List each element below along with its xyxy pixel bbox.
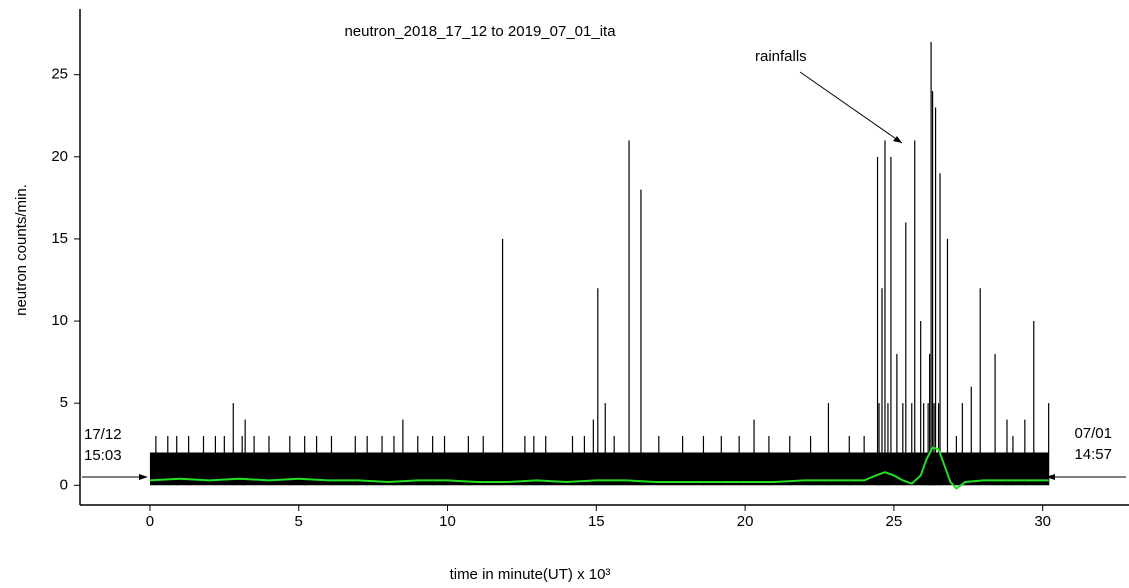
y-tick-label: 5	[60, 394, 68, 411]
y-tick-label: 10	[51, 312, 68, 329]
arrow-head	[893, 136, 902, 143]
annotation: 14:57	[1074, 446, 1112, 463]
annotation: 17/12	[84, 426, 122, 443]
x-tick-label: 5	[295, 513, 303, 530]
chart-title: neutron_2018_17_12 to 2019_07_01_ita	[344, 23, 616, 40]
y-axis-label: neutron counts/min.	[13, 184, 30, 316]
x-axis-label: time in minute(UT) x 10³	[450, 566, 611, 583]
x-tick-label: 25	[886, 513, 903, 530]
x-tick-label: 0	[146, 513, 154, 530]
arrow-head	[1046, 474, 1055, 480]
x-tick-label: 30	[1034, 513, 1051, 530]
annotation-arrow	[799, 71, 903, 144]
x-tick-label: 20	[737, 513, 754, 530]
annotation: rainfalls	[755, 48, 807, 65]
area	[149, 452, 1049, 486]
line	[149, 446, 1049, 490]
arrow-head	[139, 474, 148, 480]
y-tick-label: 15	[51, 230, 68, 247]
annotation: 07/01	[1074, 425, 1112, 442]
y-tick-label: 25	[51, 66, 68, 83]
y-tick-label: 20	[51, 148, 68, 165]
x-tick-label: 15	[588, 513, 605, 530]
y-tick-label: 0	[60, 476, 68, 493]
annotation: 15:03	[84, 447, 122, 464]
x-tick-label: 10	[439, 513, 456, 530]
